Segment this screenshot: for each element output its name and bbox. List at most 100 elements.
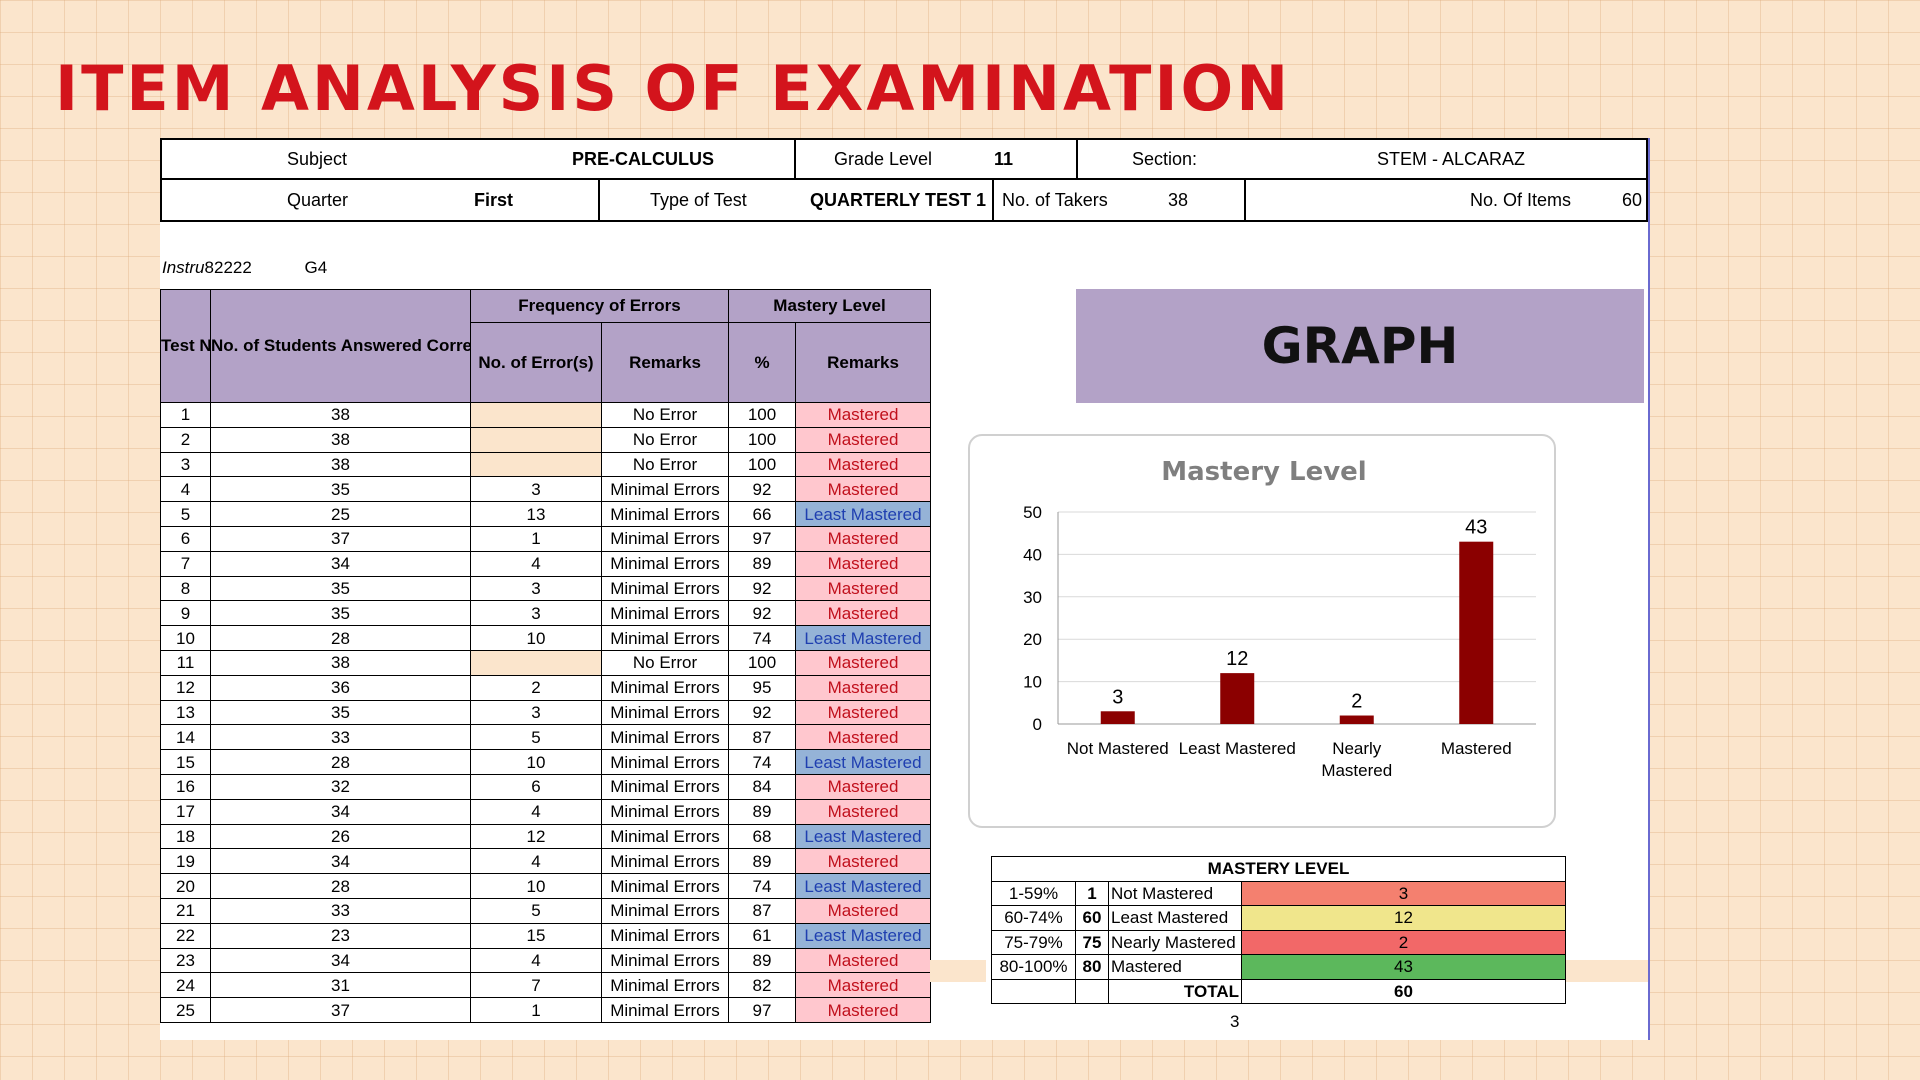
test-no-cell: 21 <box>160 897 211 924</box>
mastery-remarks-cell: Least Mastered <box>794 501 932 527</box>
errors-cell: 10 <box>470 749 602 775</box>
percent-cell: 74 <box>728 749 796 775</box>
mastery-remarks-cell: Mastered <box>794 649 932 676</box>
mastery-range: 1-59% <box>991 880 1076 906</box>
students-correct-cell: 28 <box>210 625 471 651</box>
data-label: 3 <box>1112 686 1123 708</box>
remarks-cell: Minimal Errors <box>601 897 729 924</box>
x-tick-label: Not Mastered <box>1067 739 1169 758</box>
remarks-cell: Minimal Errors <box>601 947 729 974</box>
mastery-remarks-cell: Mastered <box>794 550 932 577</box>
mastery-row: 1-59% 1 Not Mastered 3 <box>991 880 1566 906</box>
instructor-value: G4 <box>304 258 328 277</box>
table-row: 9 35 3 Minimal Errors 92 Mastered <box>160 600 932 627</box>
percent-cell: 68 <box>728 823 796 850</box>
errors-cell: 13 <box>470 501 602 527</box>
below-value: 3 <box>1230 1012 1240 1031</box>
mastery-remarks-cell: Mastered <box>794 997 932 1023</box>
y-tick-label: 40 <box>1023 545 1042 564</box>
mastery-remarks-cell: Mastered <box>794 947 932 974</box>
mastery-remarks-cell: Least Mastered <box>794 873 932 899</box>
header-row-1: Subject PRE-CALCULUS Grade Level 11 Sect… <box>160 138 1648 180</box>
percent-cell: 61 <box>728 922 796 949</box>
percent-cell: 92 <box>728 600 796 627</box>
test-no-cell: 4 <box>160 476 211 503</box>
table-row: 1 38 0 No Error 100 Mastered <box>160 402 932 428</box>
test-no-cell: 17 <box>160 798 211 825</box>
col-percent: % <box>728 322 796 403</box>
x-tick-label: Nearly <box>1332 739 1382 758</box>
table-row: 3 38 0 No Error 100 Mastered <box>160 451 932 478</box>
errors-cell: 2 <box>470 674 602 701</box>
students-correct-cell: 38 <box>210 426 471 453</box>
students-correct-cell: 35 <box>210 699 471 726</box>
students-correct-cell: 35 <box>210 476 471 503</box>
subject-value: PRE-CALCULUS <box>572 148 714 169</box>
highlight-strip-right <box>1566 960 1648 982</box>
remarks-cell: Minimal Errors <box>601 525 729 552</box>
remarks-cell: Minimal Errors <box>601 848 729 875</box>
errors-cell: 0 <box>470 402 602 428</box>
percent-cell: 66 <box>728 501 796 527</box>
takers-label: No. of Takers <box>1002 189 1108 210</box>
x-tick-label: Least Mastered <box>1179 739 1296 758</box>
x-tick-label: Mastered <box>1441 739 1512 758</box>
total-blank-1 <box>991 978 1076 1004</box>
table-row: 19 34 4 Minimal Errors 89 Mastered <box>160 848 932 875</box>
remarks-cell: Minimal Errors <box>601 749 729 775</box>
remarks-cell: Minimal Errors <box>601 997 729 1023</box>
errors-cell: 5 <box>470 897 602 924</box>
total-blank-2 <box>1075 978 1109 1004</box>
table-row: 2 38 0 No Error 100 Mastered <box>160 426 932 453</box>
remarks-cell: No Error <box>601 402 729 428</box>
mastery-code: 60 <box>1075 905 1109 931</box>
percent-cell: 89 <box>728 798 796 825</box>
errors-cell: 4 <box>470 848 602 875</box>
test-no-cell: 10 <box>160 625 211 651</box>
spreadsheet: Subject PRE-CALCULUS Grade Level 11 Sect… <box>160 138 1650 1040</box>
percent-cell: 100 <box>728 649 796 676</box>
errors-cell: 3 <box>470 575 602 602</box>
mastery-remarks-cell: Mastered <box>794 773 932 800</box>
mastery-code: 75 <box>1075 929 1109 955</box>
remarks-cell: Minimal Errors <box>601 724 729 751</box>
errors-cell: 4 <box>470 947 602 974</box>
percent-cell: 84 <box>728 773 796 800</box>
data-label: 43 <box>1465 517 1487 539</box>
students-correct-cell: 34 <box>210 550 471 577</box>
students-correct-cell: 28 <box>210 749 471 775</box>
bar <box>1339 715 1374 724</box>
mastery-value: 43 <box>1241 954 1566 980</box>
test-no-cell: 20 <box>160 873 211 899</box>
errors-cell: 1 <box>470 997 602 1023</box>
table-row: 8 35 3 Minimal Errors 92 Mastered <box>160 575 932 602</box>
students-correct-cell: 38 <box>210 402 471 428</box>
mastery-label: Least Mastered <box>1108 905 1242 931</box>
items-value: 60 <box>1622 189 1643 210</box>
grade-value: 11 <box>994 148 1014 169</box>
grade-label: Grade Level <box>834 148 933 169</box>
mastery-range: 60-74% <box>991 905 1076 931</box>
percent-cell: 89 <box>728 848 796 875</box>
mastery-remarks-cell: Mastered <box>794 525 932 552</box>
mastery-remarks-cell: Mastered <box>794 426 932 453</box>
students-correct-cell: 34 <box>210 798 471 825</box>
mastery-row: 80-100% 80 Mastered 43 <box>991 954 1566 980</box>
errors-cell: 15 <box>470 922 602 949</box>
mastery-remarks-cell: Mastered <box>794 724 932 751</box>
test-no-cell: 3 <box>160 451 211 478</box>
chart-title: Mastery Level <box>1161 457 1366 487</box>
percent-cell: 92 <box>728 476 796 503</box>
subject-label: Subject <box>287 148 348 169</box>
test-no-cell: 15 <box>160 749 211 775</box>
col-errors: No. of Error(s) <box>470 322 602 403</box>
errors-cell: 4 <box>470 550 602 577</box>
remarks-cell: Minimal Errors <box>601 550 729 577</box>
instructor-code: 82222 <box>204 258 252 277</box>
mastery-remarks-cell: Mastered <box>794 476 932 503</box>
students-correct-cell: 37 <box>210 525 471 552</box>
errors-cell: 12 <box>470 823 602 850</box>
percent-cell: 92 <box>728 699 796 726</box>
col-mastery-remarks: Remarks <box>794 322 932 403</box>
table-row: 20 28 10 Minimal Errors 74 Least Mastered <box>160 873 932 899</box>
